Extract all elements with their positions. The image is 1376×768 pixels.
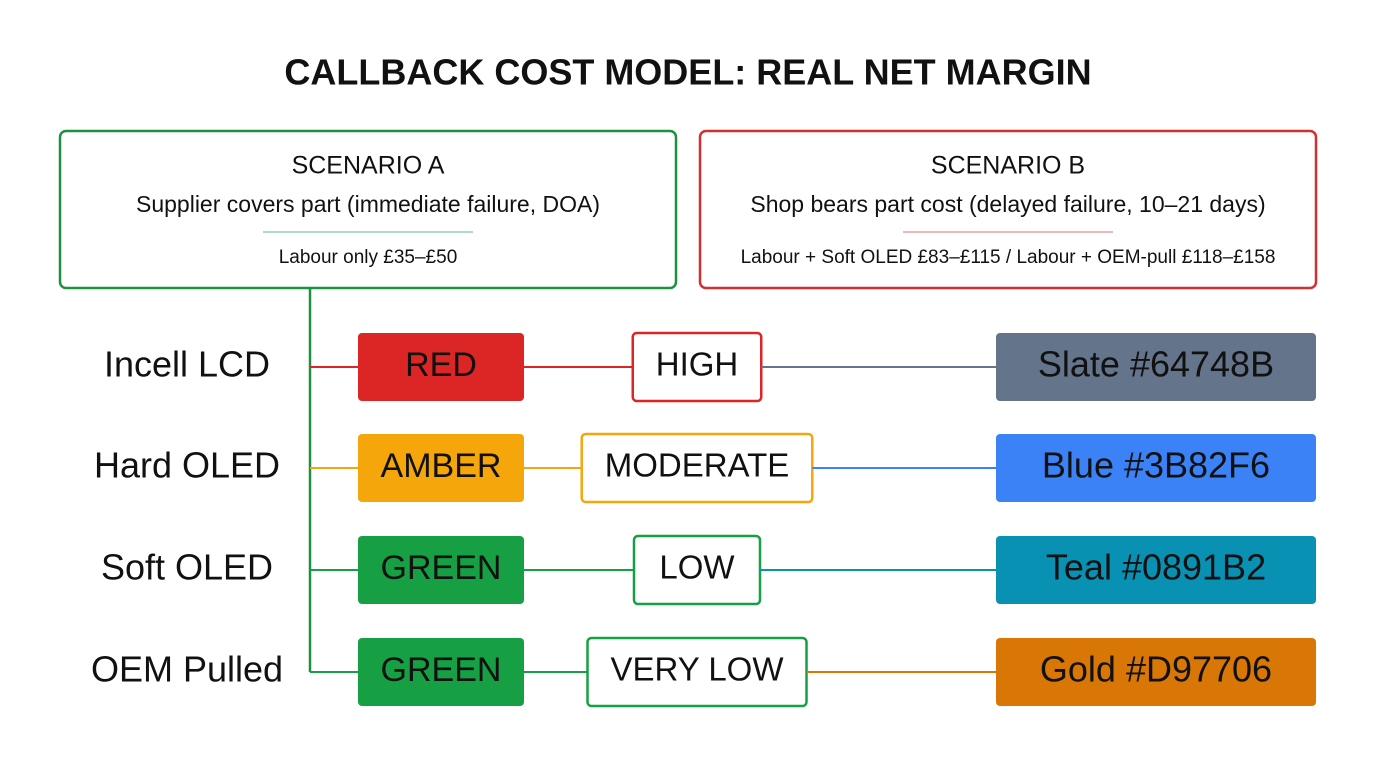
- scenario-heading: SCENARIO B: [931, 152, 1085, 180]
- status-box: [358, 536, 524, 604]
- scenario-box: [698, 129, 1318, 290]
- scenario-detail: Labour + Soft OLED £83–£115 / Labour + O…: [741, 247, 1276, 268]
- swatch-box: [996, 536, 1316, 604]
- swatch-box: [996, 434, 1316, 502]
- level-label: HIGH: [656, 346, 739, 383]
- swatch-label: Slate #64748B: [1038, 344, 1274, 385]
- scenario-subtitle: Shop bears part cost (delayed failure, 1…: [750, 191, 1265, 217]
- level-label: LOW: [659, 549, 735, 586]
- scenario-detail: Labour only £35–£50: [279, 247, 458, 268]
- level-label: VERY LOW: [610, 651, 784, 688]
- swatch-box: [996, 333, 1316, 401]
- swatch-label: Gold #D97706: [1040, 649, 1272, 690]
- swatch-box: [996, 638, 1316, 706]
- title: CALLBACK COST MODEL: REAL NET MARGIN: [284, 52, 1091, 93]
- status-label: GREEN: [381, 651, 502, 689]
- status-box: [358, 434, 524, 502]
- status-label: GREEN: [381, 549, 502, 587]
- swatch-label: Teal #0891B2: [1046, 547, 1266, 588]
- swatch-label: Blue #3B82F6: [1042, 445, 1270, 486]
- row-label: Incell LCD: [104, 344, 270, 385]
- status-box: [358, 333, 524, 401]
- status-box: [358, 638, 524, 706]
- row-label: Soft OLED: [101, 547, 273, 588]
- level-label: MODERATE: [605, 447, 790, 484]
- scenario-subtitle: Supplier covers part (immediate failure,…: [136, 191, 600, 217]
- status-label: RED: [405, 346, 477, 384]
- scenario-heading: SCENARIO A: [292, 152, 445, 180]
- status-label: AMBER: [381, 447, 502, 485]
- scenario-box: [58, 129, 678, 290]
- row-label: Hard OLED: [94, 445, 280, 486]
- row-label: OEM Pulled: [91, 649, 283, 690]
